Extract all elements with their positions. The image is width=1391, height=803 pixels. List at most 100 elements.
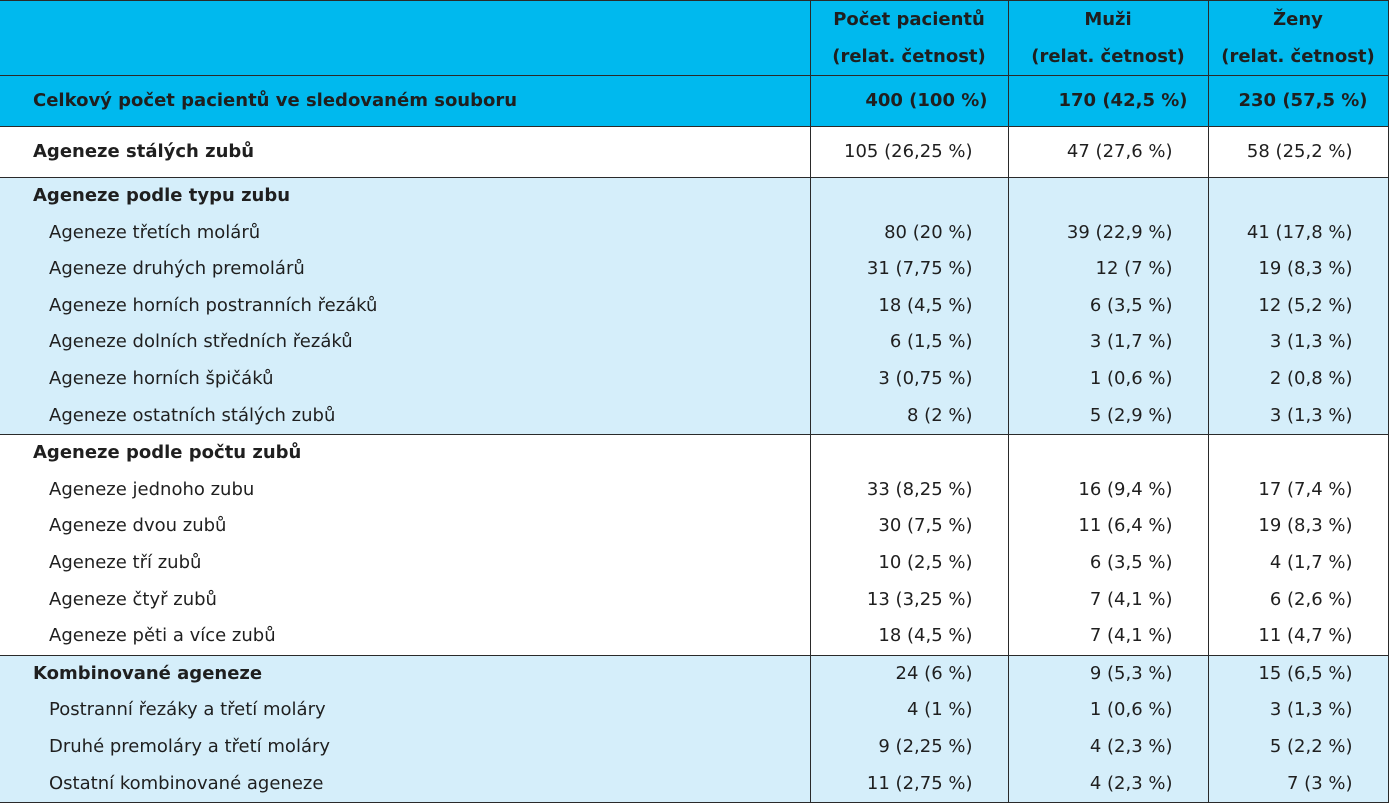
row-women: 4 (1,7 %) xyxy=(1207,544,1389,582)
row-women: 5 (2,2 %) xyxy=(1207,728,1389,766)
table-row: Ageneze dolních středních řezáků 6 (1,5 … xyxy=(0,324,1389,361)
row-all: 11 (2,75 %) xyxy=(809,765,1008,803)
header-patients-line2: (relat. četnost) xyxy=(832,46,986,67)
table-row: Ageneze jednoho zubu 33 (8,25 %) 16 (9,4… xyxy=(0,471,1389,509)
row-all: 8 (2 %) xyxy=(809,397,1008,435)
table-row: Ageneze dvou zubů 30 (7,5 %) 11 (6,4 %) … xyxy=(0,508,1389,545)
row-all: 18 (4,5 %) xyxy=(809,618,1008,656)
table-row: Ageneze třetích molárů 80 (20 %) 39 (22,… xyxy=(0,214,1389,252)
row-men: 5 (2,9 %) xyxy=(1007,397,1208,435)
total-label: Celkový počet pacientů ve sledovaném sou… xyxy=(0,75,810,127)
row-all: 9 (2,25 %) xyxy=(809,728,1008,766)
by-type-title-row: Ageneze podle typu zubu xyxy=(0,177,1389,215)
permanent-all: 105 (26,25 %) xyxy=(809,126,1008,178)
total-women: 230 (57,5 %) xyxy=(1207,75,1389,127)
row-label: Ageneze jednoho zubu xyxy=(0,471,810,509)
table-cell xyxy=(809,177,1008,215)
row-label: Ageneze dvou zubů xyxy=(0,508,810,545)
permanent-men: 47 (27,6 %) xyxy=(1007,126,1208,178)
total-men: 170 (42,5 %) xyxy=(1007,75,1208,127)
by-count-title: Ageneze podle počtu zubů xyxy=(0,434,810,472)
table-row: Ageneze horních postranních řezáků 18 (4… xyxy=(0,287,1389,325)
row-women: 2 (0,8 %) xyxy=(1207,360,1389,398)
row-label: Ageneze čtyř zubů xyxy=(0,581,810,619)
row-women: 41 (17,8 %) xyxy=(1207,214,1389,252)
row-men: 16 (9,4 %) xyxy=(1007,471,1208,509)
row-label: Ostatní kombinované ageneze xyxy=(0,765,810,803)
by-count-title-row: Ageneze podle počtu zubů xyxy=(0,434,1389,472)
row-all: 10 (2,5 %) xyxy=(809,544,1008,582)
row-women: 6 (2,6 %) xyxy=(1207,581,1389,619)
row-label: Ageneze druhých premolárů xyxy=(0,251,810,288)
header-women: Ženy (relat. četnost) xyxy=(1207,0,1389,76)
row-all: 13 (3,25 %) xyxy=(809,581,1008,619)
row-label: Ageneze ostatních stálých zubů xyxy=(0,397,810,435)
row-label: Ageneze tří zubů xyxy=(0,544,810,582)
row-men: 1 (0,6 %) xyxy=(1007,360,1208,398)
table-row: Ageneze čtyř zubů 13 (3,25 %) 7 (4,1 %) … xyxy=(0,581,1389,619)
header-women-line2: (relat. četnost) xyxy=(1221,46,1375,67)
row-women: 3 (1,3 %) xyxy=(1207,397,1389,435)
row-label: Ageneze dolních středních řezáků xyxy=(0,324,810,361)
row-label: Ageneze horních postranních řezáků xyxy=(0,287,810,325)
row-all: 4 (1 %) xyxy=(809,692,1008,729)
table-row: Druhé premoláry a třetí moláry 9 (2,25 %… xyxy=(0,728,1389,766)
combined-women: 15 (6,5 %) xyxy=(1207,655,1389,693)
by-type-title: Ageneze podle typu zubu xyxy=(0,177,810,215)
table-row: Postranní řezáky a třetí moláry 4 (1 %) … xyxy=(0,692,1389,729)
header-men-line2: (relat. četnost) xyxy=(1031,46,1185,67)
combined-label: Kombinované ageneze xyxy=(0,655,810,693)
row-men: 12 (7 %) xyxy=(1007,251,1208,288)
table-row: Ostatní kombinované ageneze 11 (2,75 %) … xyxy=(0,765,1389,803)
table-row: Ageneze tří zubů 10 (2,5 %) 6 (3,5 %) 4 … xyxy=(0,544,1389,582)
table-header-row: Počet pacientů (relat. četnost) Muži (re… xyxy=(0,0,1389,76)
row-men: 6 (3,5 %) xyxy=(1007,287,1208,325)
table-cell xyxy=(1207,434,1389,472)
header-patients: Počet pacientů (relat. četnost) xyxy=(809,0,1008,76)
row-women: 12 (5,2 %) xyxy=(1207,287,1389,325)
table-row: Ageneze druhých premolárů 31 (7,75 %) 12… xyxy=(0,251,1389,288)
total-row: Celkový počet pacientů ve sledovaném sou… xyxy=(0,75,1389,127)
row-label: Postranní řezáky a třetí moláry xyxy=(0,692,810,729)
row-men: 6 (3,5 %) xyxy=(1007,544,1208,582)
table-cell xyxy=(1007,434,1208,472)
row-men: 1 (0,6 %) xyxy=(1007,692,1208,729)
row-men: 4 (2,3 %) xyxy=(1007,765,1208,803)
row-label: Ageneze třetích molárů xyxy=(0,214,810,252)
row-men: 3 (1,7 %) xyxy=(1007,324,1208,361)
permanent-label: Ageneze stálých zubů xyxy=(0,126,810,178)
row-all: 6 (1,5 %) xyxy=(809,324,1008,361)
row-women: 3 (1,3 %) xyxy=(1207,692,1389,729)
header-patients-line1: Počet pacientů xyxy=(833,9,985,30)
permanent-women: 58 (25,2 %) xyxy=(1207,126,1389,178)
combined-title-row: Kombinované ageneze 24 (6 %) 9 (5,3 %) 1… xyxy=(0,655,1389,693)
row-label: Ageneze horních špičáků xyxy=(0,360,810,398)
row-all: 3 (0,75 %) xyxy=(809,360,1008,398)
table-cell xyxy=(1007,177,1208,215)
combined-men: 9 (5,3 %) xyxy=(1007,655,1208,693)
header-men-line1: Muži xyxy=(1084,9,1132,30)
row-women: 7 (3 %) xyxy=(1207,765,1389,803)
table-row: Ageneze pěti a více zubů 18 (4,5 %) 7 (4… xyxy=(0,618,1389,656)
table-cell xyxy=(809,434,1008,472)
table-row: Ageneze ostatních stálých zubů 8 (2 %) 5… xyxy=(0,397,1389,435)
row-men: 11 (6,4 %) xyxy=(1007,508,1208,545)
header-men: Muži (relat. četnost) xyxy=(1007,0,1208,76)
row-all: 33 (8,25 %) xyxy=(809,471,1008,509)
row-label: Ageneze pěti a více zubů xyxy=(0,618,810,656)
row-label: Druhé premoláry a třetí moláry xyxy=(0,728,810,766)
row-men: 7 (4,1 %) xyxy=(1007,581,1208,619)
row-all: 31 (7,75 %) xyxy=(809,251,1008,288)
row-all: 80 (20 %) xyxy=(809,214,1008,252)
row-men: 39 (22,9 %) xyxy=(1007,214,1208,252)
permanent-row: Ageneze stálých zubů 105 (26,25 %) 47 (2… xyxy=(0,126,1389,178)
row-all: 18 (4,5 %) xyxy=(809,287,1008,325)
row-men: 4 (2,3 %) xyxy=(1007,728,1208,766)
row-women: 11 (4,7 %) xyxy=(1207,618,1389,656)
row-women: 19 (8,3 %) xyxy=(1207,508,1389,545)
total-all: 400 (100 %) xyxy=(809,75,1008,127)
table-row: Ageneze horních špičáků 3 (0,75 %) 1 (0,… xyxy=(0,360,1389,398)
row-women: 19 (8,3 %) xyxy=(1207,251,1389,288)
table-cell xyxy=(1207,177,1389,215)
